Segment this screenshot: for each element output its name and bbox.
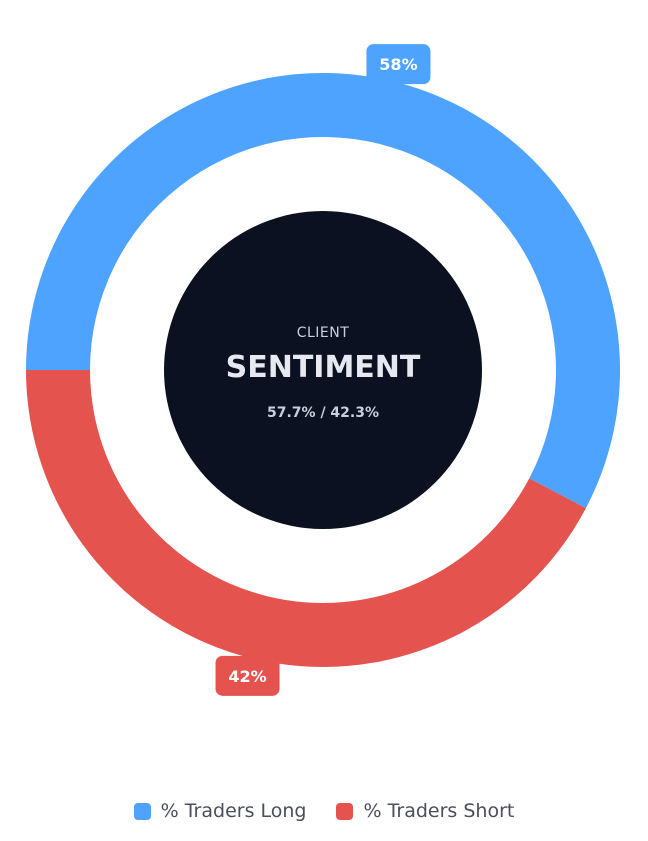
slice-traders-short[interactable] <box>26 370 586 668</box>
slice-traders-long[interactable] <box>26 72 621 509</box>
center-ratio: 57.7% / 42.3% <box>267 405 379 421</box>
data-label-box <box>215 655 280 696</box>
legend-item-short[interactable]: % Traders Short <box>336 800 514 822</box>
data-label-box <box>366 44 431 85</box>
center-subtitle: CLIENT <box>297 325 350 341</box>
donut-slices <box>26 72 621 668</box>
center-disc <box>164 211 482 529</box>
legend: % Traders Long % Traders Short <box>0 800 648 822</box>
data-label-short: 42% <box>215 655 280 696</box>
legend-item-long[interactable]: % Traders Long <box>133 800 307 822</box>
data-label-long: 58% <box>366 44 431 85</box>
legend-label-short: % Traders Short <box>363 800 515 822</box>
data-labels: 58% 42% <box>215 44 431 696</box>
data-label-text: 42% <box>228 667 266 686</box>
legend-swatch-short <box>336 802 354 820</box>
center-title: SENTIMENT <box>226 350 421 385</box>
legend-swatch-long <box>133 802 151 820</box>
data-label-text: 58% <box>379 55 417 74</box>
legend-label-long: % Traders Long <box>160 800 307 822</box>
